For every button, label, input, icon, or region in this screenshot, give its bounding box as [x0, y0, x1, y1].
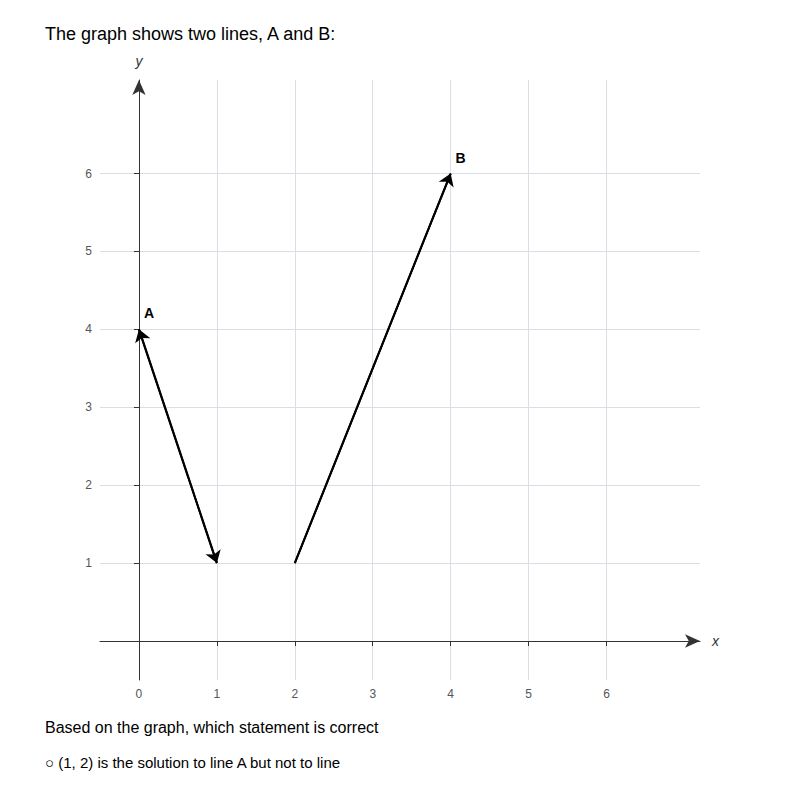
svg-text:5: 5 — [85, 244, 92, 258]
svg-text:3: 3 — [369, 687, 376, 701]
svg-text:A: A — [144, 305, 154, 321]
svg-text:6: 6 — [85, 167, 92, 181]
svg-text:x: x — [711, 633, 720, 649]
svg-text:B: B — [456, 150, 466, 166]
svg-text:4: 4 — [85, 322, 92, 336]
svg-text:0: 0 — [136, 687, 143, 701]
svg-text:The graph shows two lines, A a: The graph shows two lines, A and B: — [45, 24, 335, 44]
svg-text:4: 4 — [447, 687, 454, 701]
svg-text:6: 6 — [603, 687, 610, 701]
svg-text:2: 2 — [291, 687, 298, 701]
svg-text:2: 2 — [85, 478, 92, 492]
svg-text:○ (1, 2) is the solution to li: ○ (1, 2) is the solution to line A but n… — [45, 754, 340, 771]
svg-text:y: y — [134, 53, 143, 69]
svg-text:5: 5 — [525, 687, 532, 701]
svg-text:3: 3 — [85, 400, 92, 414]
svg-text:Based on the graph, which stat: Based on the graph, which statement is c… — [45, 719, 379, 736]
svg-text:1: 1 — [214, 687, 221, 701]
svg-text:1: 1 — [85, 556, 92, 570]
